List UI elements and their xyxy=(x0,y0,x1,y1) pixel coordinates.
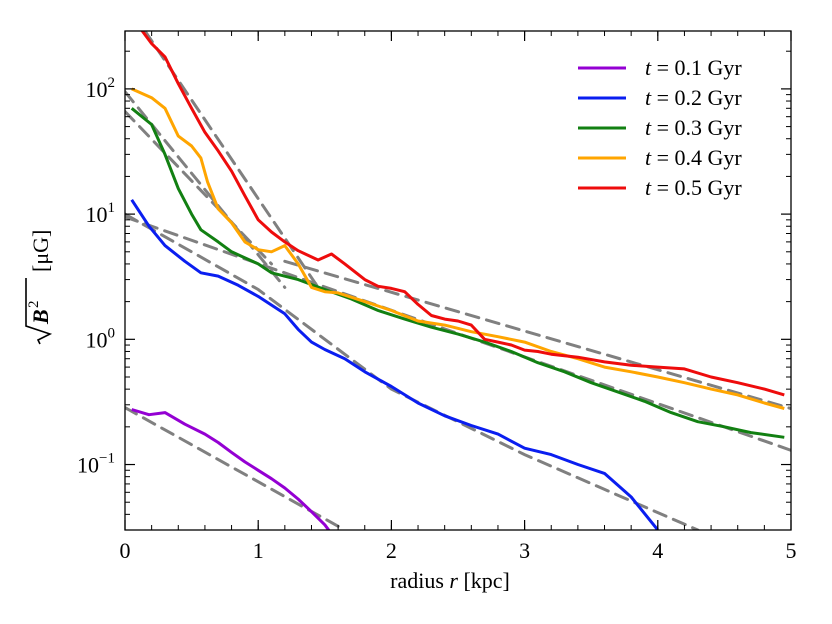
legend-entry: t = 0.2 Gyr xyxy=(578,85,742,110)
fit-line-fit-0.2 xyxy=(125,212,700,530)
x-axis-label: radius r [kpc] xyxy=(390,568,510,593)
fit-line-fit-0.5b xyxy=(283,259,791,410)
legend-label: t = 0.1 Gyr xyxy=(645,55,742,80)
fit-line-fit-0.3b xyxy=(125,215,791,452)
legend-label: t = 0.3 Gyr xyxy=(645,115,742,140)
y-axis-unit: [μG] xyxy=(28,230,53,272)
y-axis-symbol: B xyxy=(28,309,53,325)
sqrt-sign xyxy=(25,278,53,345)
legend-label: t = 0.5 Gyr xyxy=(645,175,742,200)
x-axis: 0 1 2 3 4 5 xyxy=(120,31,797,563)
x-tick-label: 0 xyxy=(120,538,131,563)
y-axis-symbol-power: 2 xyxy=(26,301,42,309)
x-tick-label: 5 xyxy=(786,538,797,563)
legend-entry: t = 0.5 Gyr xyxy=(578,175,742,200)
x-tick-label: 3 xyxy=(519,538,530,563)
series-lines xyxy=(130,31,785,530)
y-axis-label: B 2 [μG] xyxy=(25,230,53,345)
fit-line-fit-0.3a xyxy=(125,110,273,266)
y-tick-label: 100 xyxy=(86,325,116,352)
legend-label: t = 0.2 Gyr xyxy=(645,85,742,110)
x-tick-label: 1 xyxy=(253,538,264,563)
series-line-4 xyxy=(131,87,785,410)
series-line-3 xyxy=(130,107,785,439)
y-tick-label: 101 xyxy=(86,200,116,227)
y-axis: 10−1 100 101 102 xyxy=(77,50,791,531)
x-tick-label: 2 xyxy=(386,538,397,563)
fit-lines xyxy=(125,31,791,530)
legend-entry: t = 0.3 Gyr xyxy=(578,115,742,140)
series-line-5 xyxy=(140,31,785,397)
x-tick-label: 4 xyxy=(652,538,663,563)
legend-label: t = 0.4 Gyr xyxy=(645,145,742,170)
series-line-1 xyxy=(131,408,331,530)
legend-entry: t = 0.1 Gyr xyxy=(578,55,742,80)
plot-frame xyxy=(124,30,792,531)
legend-entry: t = 0.4 Gyr xyxy=(578,145,742,170)
series-line-2 xyxy=(130,198,659,530)
y-tick-label: 102 xyxy=(86,75,116,102)
legend: t = 0.1 Gyr t = 0.2 Gyr t = 0.3 Gyr t = 0.4… xyxy=(578,55,742,200)
y-tick-label: 10−1 xyxy=(77,451,115,478)
